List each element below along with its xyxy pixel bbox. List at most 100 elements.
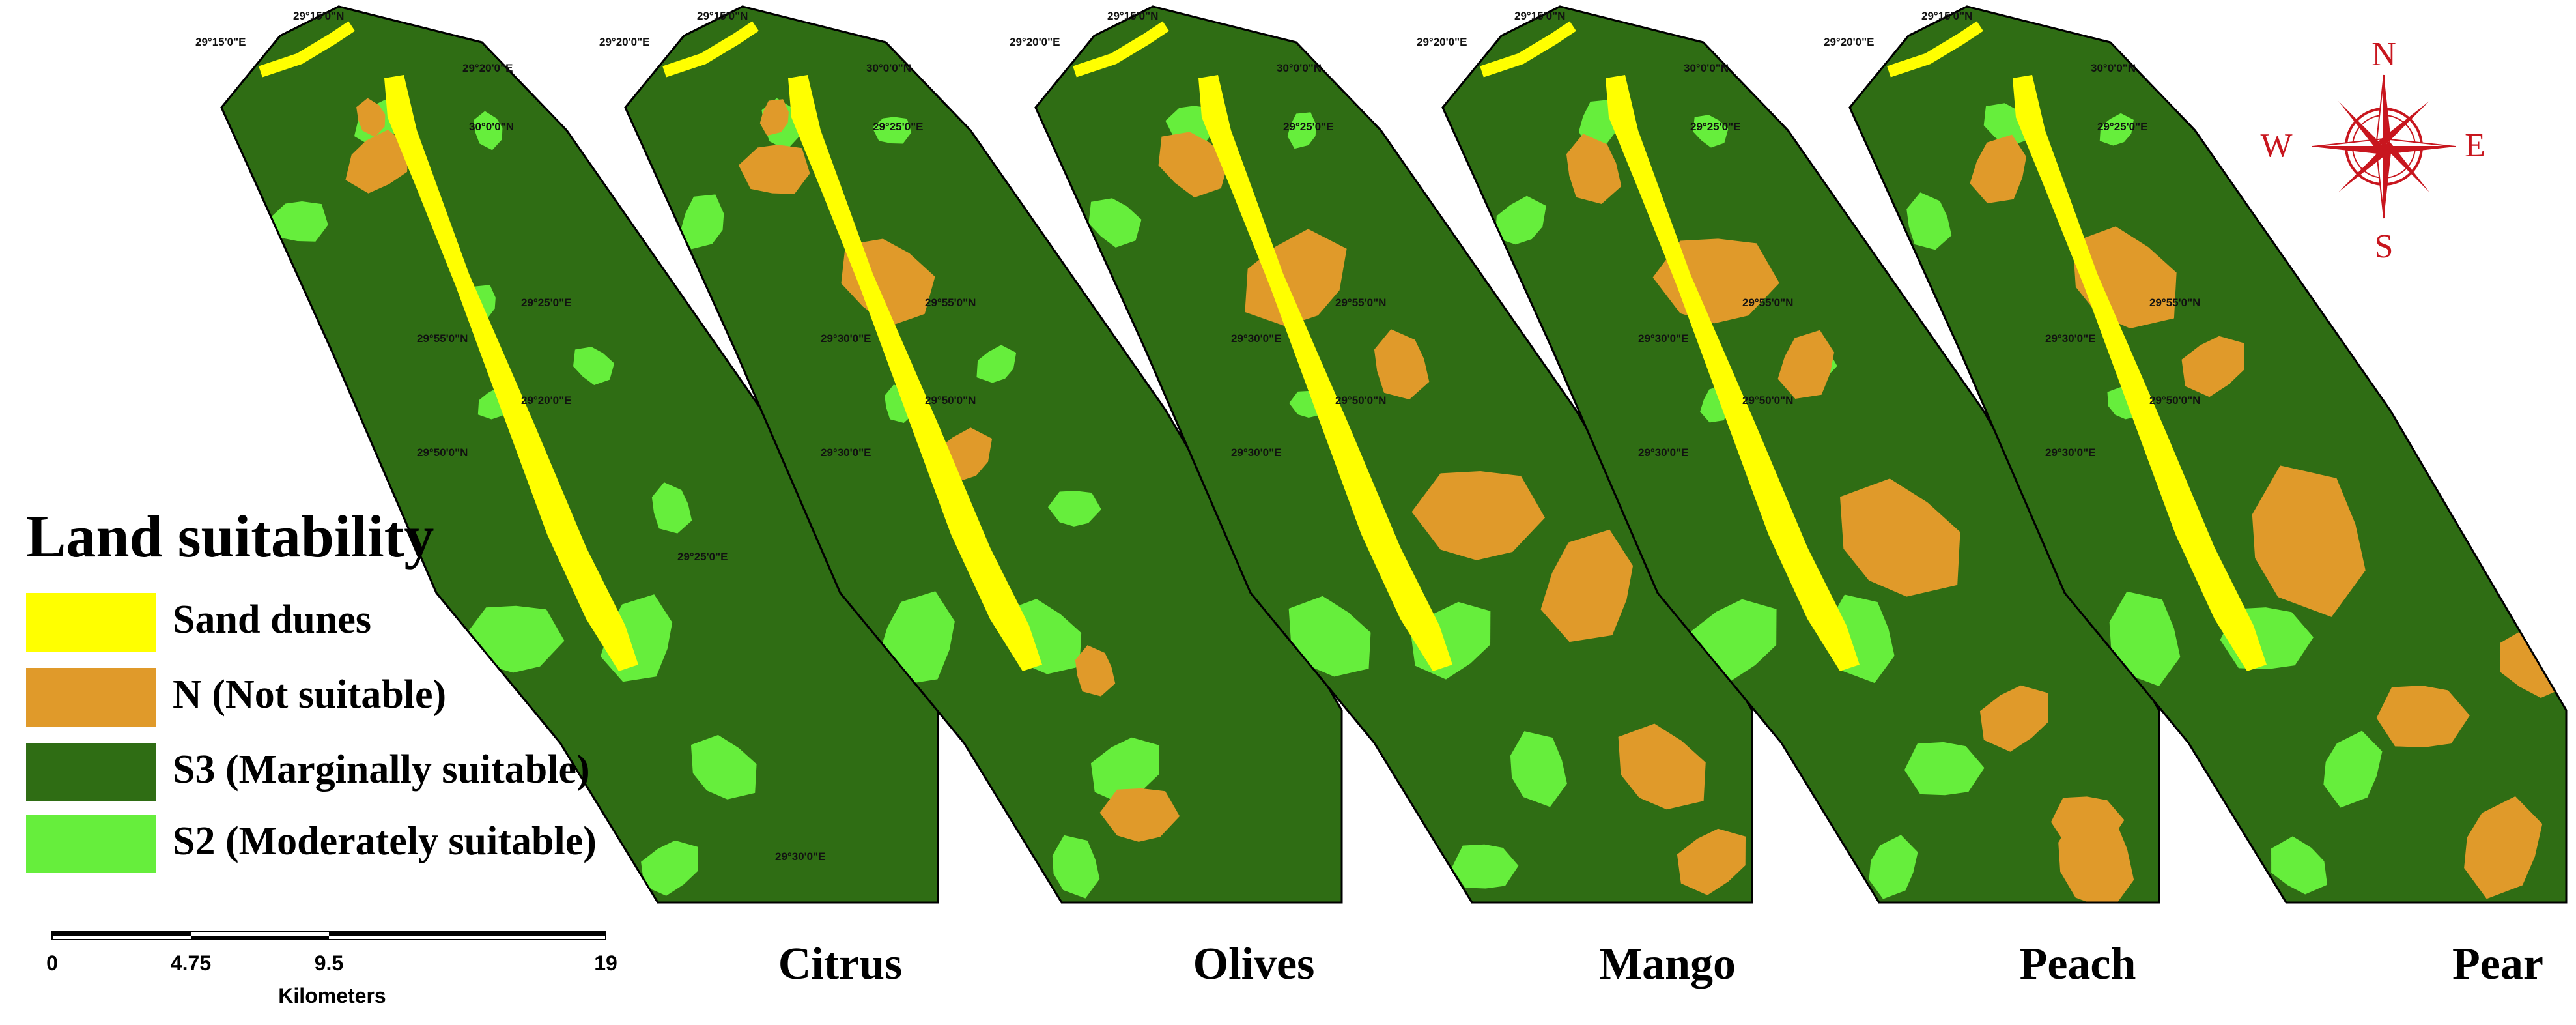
zone-sand-dunes (1480, 21, 1576, 78)
coordinate-label: 29°30'0"E (1231, 446, 1282, 459)
zone-s2 (1288, 596, 1371, 677)
zone-sand-dunes (788, 75, 1042, 671)
suitability-map-pear: 29°15'0"N 29°20'0"E 30°0'0"N 29°25'0"E 29°55… (1824, 5, 2568, 904)
coordinate-label: 29°55'0"N (2149, 296, 2200, 309)
legend-label: S3 (Marginally suitable) (173, 747, 590, 792)
coordinate-label: 29°25'0"E (1690, 121, 1741, 133)
zone-s2 (1869, 835, 1918, 899)
coordinate-label: 29°25'0"E (521, 296, 572, 309)
coordinate-label: 29°30'0"E (775, 850, 826, 863)
legend-label: S2 (Moderately suitable) (173, 819, 597, 863)
zone-s2 (474, 111, 503, 151)
zone-s2 (1510, 731, 1567, 807)
compass-point (2338, 147, 2390, 192)
scale-tick: 0 (46, 951, 58, 975)
study-area-outline (1034, 5, 1753, 904)
zone-n (1840, 478, 1960, 597)
scale-tick: 4.75 (170, 951, 212, 975)
coordinate-label: 30°0'0"N (1277, 62, 1322, 74)
zone-s2 (2099, 113, 2134, 146)
zone-n (345, 130, 409, 194)
coordinate-label: 29°50'0"N (417, 446, 468, 459)
zone-n (356, 98, 386, 137)
zone-n (2376, 686, 2470, 747)
coordinate-label: 30°0'0"N (1684, 62, 1729, 74)
zone-sand-dunes (1073, 21, 1169, 78)
study-area-outline (624, 5, 1343, 904)
zone-n (1099, 788, 1180, 842)
coordinate-label: 29°30'0"E (1638, 332, 1689, 345)
zone-n (1618, 723, 1706, 810)
legend-swatch (26, 593, 156, 652)
zone-s2 (1090, 737, 1160, 804)
coordinate-label: 30°0'0"N (866, 62, 911, 74)
coordinate-label: 29°30'0"E (2045, 332, 2096, 345)
zone-s2 (1693, 115, 1729, 148)
zone-n (1979, 685, 2049, 752)
map-zones (1887, 21, 2566, 899)
coordinate-label: 29°20'0"E (1417, 36, 1467, 48)
zone-n (2051, 796, 2125, 845)
compass-point (2384, 147, 2456, 154)
compass-letter-e: E (2465, 127, 2485, 164)
legend-swatch (26, 668, 156, 727)
coordinate-label: 29°30'0"E (1638, 446, 1689, 459)
legend-label: N (Not suitable) (173, 672, 447, 717)
scale-bar: 0 4.75 9.5 19 Kilometers (39, 912, 625, 1017)
map-label-mango: Mango (1599, 939, 1736, 989)
zone-n (759, 99, 789, 136)
coordinate-label: 29°20'0"E (521, 394, 572, 407)
zone-sand-dunes (1887, 21, 1983, 78)
legend: Land suitability Sand dunes N (Not suita… (20, 502, 638, 873)
coordinate-label: 29°30'0"E (1231, 332, 1282, 345)
coordinate-label: 29°30'0"E (821, 332, 871, 345)
compass-letter-n: N (2371, 36, 2396, 73)
zone-sand-dunes (1198, 75, 1452, 671)
scale-tick: 9.5 (314, 951, 344, 975)
zone-n (1374, 329, 1430, 400)
zone-s2 (270, 201, 328, 242)
legend-item-moderately-suitable: S2 (Moderately suitable) (26, 815, 612, 880)
compass-point (2338, 101, 2384, 152)
compass-point (2384, 147, 2392, 218)
legend-item-not-suitable: N (Not suitable) (26, 668, 612, 733)
zone-n (1566, 134, 1622, 205)
zone-s2 (872, 117, 912, 144)
zone-s2 (1088, 198, 1142, 248)
zone-n (1970, 134, 2026, 204)
zone-s2 (2109, 591, 2181, 687)
zone-n (1677, 828, 1746, 895)
coordinate-label: 29°15'0"N (293, 10, 344, 22)
map-label-citrus: Citrus (778, 939, 903, 989)
coordinate-label: 30°0'0"N (2091, 62, 2136, 74)
zone-n (1540, 529, 1634, 642)
compass-point (2378, 101, 2429, 147)
map-label-peach: Peach (2019, 939, 2136, 989)
coordinate-label: 29°55'0"N (417, 332, 468, 345)
map-zones (1073, 21, 1746, 895)
legend-label: Sand dunes (173, 598, 372, 642)
zone-s2 (2271, 836, 2328, 895)
scale-bar-graphic (51, 931, 606, 940)
zone-s2 (2323, 730, 2383, 808)
zone-sand-dunes (2013, 75, 2267, 671)
coordinate-label: 29°50'0"N (2149, 394, 2200, 407)
zone-n (1777, 330, 1834, 399)
zone-n (1158, 132, 1229, 198)
coordinate-label: 29°15'0"E (195, 36, 246, 48)
compass-point (2384, 141, 2429, 192)
legend-item-marginally-suitable: S3 (Marginally suitable) (26, 743, 612, 808)
zone-s2 (1047, 491, 1101, 527)
coordinate-label: 29°50'0"N (1335, 394, 1386, 407)
coordinate-label: 29°20'0"E (1824, 36, 1875, 48)
compass-point (2312, 147, 2384, 154)
compass-point (2383, 137, 2456, 147)
coordinate-label: 29°25'0"E (1283, 121, 1334, 133)
zone-s2 (573, 347, 615, 385)
zone-n (2252, 465, 2366, 617)
coordinate-label: 29°25'0"E (2097, 121, 2148, 133)
zone-s2 (1904, 742, 1985, 796)
coordinate-label: 29°15'0"N (1107, 10, 1158, 22)
